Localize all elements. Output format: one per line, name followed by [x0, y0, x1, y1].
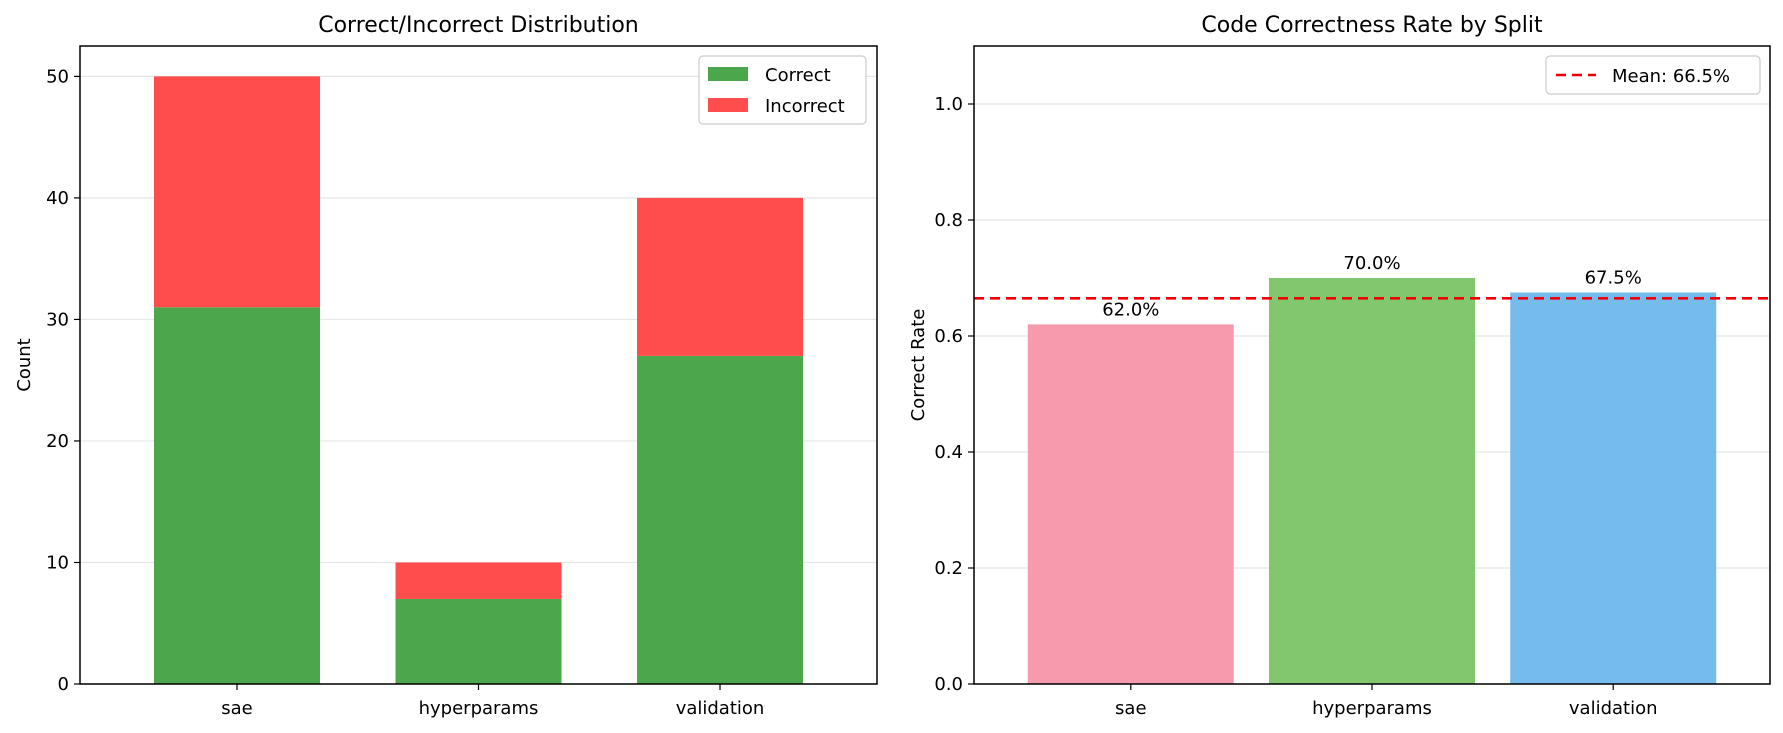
- chart-panel-2: 62.0% 70.0% 67.5% 0.0 0.2 0.4 0.6 0.8 1.0 sae hype…: [908, 13, 1771, 719]
- bar-incorrect-validation: [637, 197, 804, 356]
- y-tick-label: 0: [58, 674, 69, 695]
- legend-label-correct: Correct: [765, 65, 831, 86]
- legend-swatch-correct: [708, 67, 748, 81]
- y-tick-label: 40: [46, 188, 69, 209]
- bar-sae: [1027, 324, 1234, 684]
- bar-validation: [1510, 292, 1717, 684]
- legend-label-mean: Mean: 66.5%: [1612, 66, 1730, 87]
- bar-correct-validation: [637, 355, 804, 684]
- x-tick-label-hyperparams: hyperparams: [419, 698, 539, 719]
- y-tick-label: 30: [46, 309, 69, 330]
- y-axis-label: Correct Rate: [908, 309, 929, 422]
- chart-title: Code Correctness Rate by Split: [1201, 13, 1543, 38]
- y-tick-label: 0.6: [934, 326, 963, 347]
- y-tick-label: 10: [46, 552, 69, 573]
- legend-box: [1545, 55, 1761, 95]
- y-axis-label: Count: [14, 338, 35, 391]
- bar-correct-sae: [153, 307, 320, 684]
- x-tick-label-validation: validation: [676, 698, 765, 719]
- bar-hyperparams: [1269, 278, 1475, 684]
- chart-panel-1: 0 10 20 30 40 50 sae hyperparams validation Corre…: [14, 13, 878, 719]
- y-tick-label: 0.4: [934, 442, 963, 463]
- bar-correct-hyperparams: [395, 598, 562, 684]
- x-tick-label-hyperparams: hyperparams: [1312, 698, 1432, 719]
- data-label-validation: 67.5%: [1585, 268, 1642, 289]
- chart-title: Correct/Incorrect Distribution: [318, 13, 639, 38]
- x-tick-label-sae: sae: [1115, 698, 1146, 719]
- x-tick-label-validation: validation: [1569, 698, 1658, 719]
- y-tick-label: 0.0: [934, 674, 963, 695]
- bar-incorrect-hyperparams: [395, 562, 562, 599]
- y-tick-label: 20: [46, 431, 69, 452]
- y-tick-label: 0.8: [934, 210, 963, 231]
- legend-label-incorrect: Incorrect: [765, 96, 845, 117]
- y-tick-label: 50: [46, 66, 69, 87]
- y-tick-label: 0.2: [934, 558, 963, 579]
- data-label-sae: 62.0%: [1102, 299, 1159, 320]
- y-tick-label: 1.0: [934, 94, 963, 115]
- data-label-hyperparams: 70.0%: [1343, 253, 1400, 274]
- bar-incorrect-sae: [153, 76, 320, 308]
- x-tick-label-sae: sae: [221, 698, 252, 719]
- legend-swatch-incorrect: [708, 98, 748, 112]
